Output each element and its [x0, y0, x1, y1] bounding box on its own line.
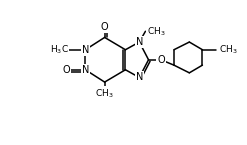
Text: N: N: [136, 72, 143, 83]
Text: H$_3$C: H$_3$C: [50, 44, 68, 56]
Text: CH$_3$: CH$_3$: [147, 25, 166, 38]
Text: O: O: [101, 22, 108, 32]
Text: N: N: [136, 37, 143, 47]
Text: N: N: [82, 65, 89, 75]
Text: O: O: [62, 65, 70, 75]
Text: CH$_3$: CH$_3$: [95, 87, 114, 100]
Text: CH$_3$: CH$_3$: [219, 44, 238, 56]
Text: O: O: [157, 55, 165, 65]
Text: N: N: [82, 45, 89, 55]
